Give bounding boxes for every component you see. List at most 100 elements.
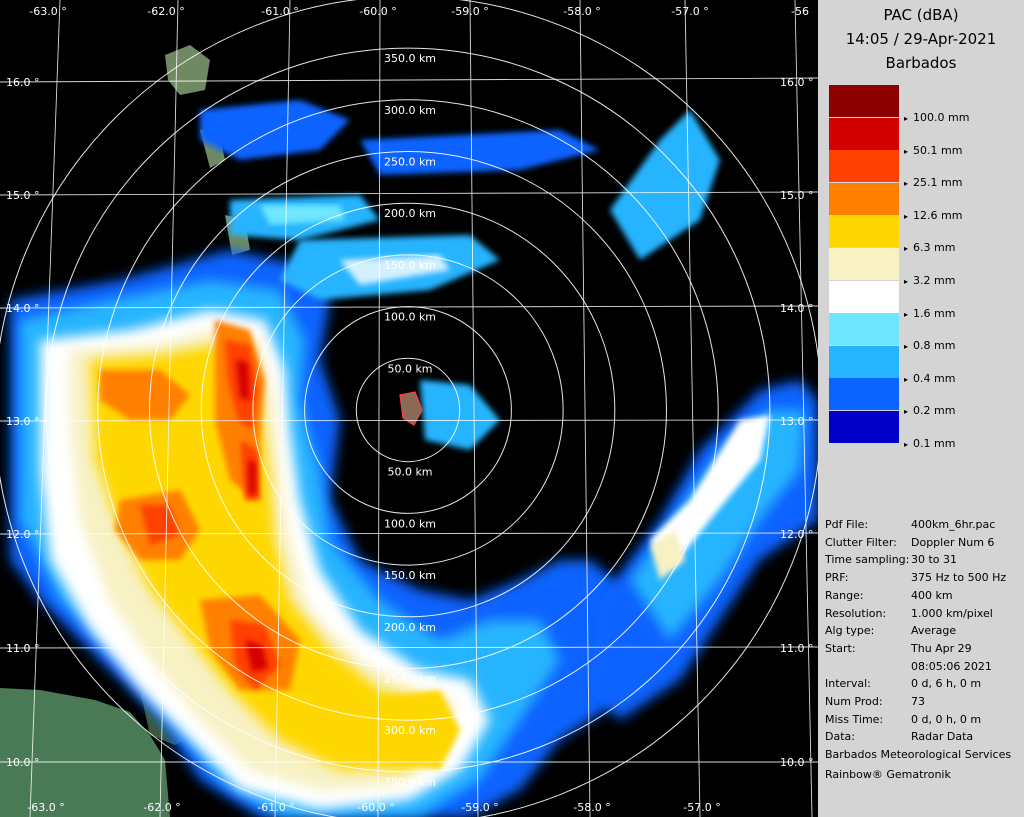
latlon-grid: [0, 0, 818, 817]
meridian-58: [579, 0, 591, 817]
meridian-60: [377, 0, 381, 817]
meridian-63: [29, 0, 61, 817]
range-ring: [252, 254, 564, 566]
legend-label: 100.0 mm: [904, 111, 969, 124]
info-row: Interval: 0 d, 6 h, 0 m: [825, 677, 981, 690]
range-label-north: 50.0 km: [387, 362, 432, 375]
lon-label-top: -56: [791, 5, 809, 18]
lat-label-left: 10.0 °: [6, 756, 40, 769]
range-label-north: 150.0 km: [384, 259, 436, 272]
legend-label: 3.2 mm: [904, 274, 955, 287]
lon-label-top: -62.0 °: [147, 5, 184, 18]
range-ring: [304, 306, 512, 514]
lon-label-top: -61.0 °: [261, 5, 298, 18]
info-value: Doppler Num 6: [911, 535, 995, 549]
legend-swatch: [829, 215, 899, 248]
meridian-57: [684, 0, 701, 817]
info-value: 400 km: [911, 588, 953, 602]
range-label-north: 100.0 km: [384, 311, 436, 324]
lat-label-left: 13.0 °: [6, 415, 40, 428]
legend-swatch: [829, 85, 899, 117]
info-row: Pdf File: 400km_6hr.pac: [825, 518, 995, 531]
info-key: Num Prod:: [825, 695, 883, 708]
info-value: 30 to 31: [911, 553, 958, 567]
range-label-north: 300.0 km: [384, 104, 436, 117]
info-key: PRF:: [825, 571, 849, 585]
info-value: 08:05:06 2021: [911, 659, 992, 673]
info-row: Num Prod: 73: [825, 695, 925, 708]
legend-swatch: [829, 280, 899, 313]
radar-map-canvas: -63.0 ° -62.0 ° -61.0 ° -60.0 ° -59.0 ° -58.0…: [0, 0, 818, 817]
echo-ne: [610, 110, 720, 260]
info-row: Range: 400 km: [825, 589, 953, 602]
info-row: Resolution: 1.000 km/pixel: [825, 607, 993, 620]
range-label-north: 350.0 km: [384, 52, 436, 65]
range-label-south: 350.0 km: [384, 776, 436, 789]
legend-label: 0.4 mm: [904, 372, 955, 385]
info-key: Alg type:: [825, 624, 875, 638]
lat-label-right: 10.0 °: [780, 756, 814, 769]
lat-label-right: 16.0 °: [780, 76, 814, 89]
legend-swatch: [829, 313, 899, 346]
lat-label-right: 12.0 °: [780, 528, 814, 541]
legend-label: 50.1 mm: [904, 144, 962, 157]
echo-band-n3: [260, 205, 345, 225]
echo-east-white: [650, 415, 770, 570]
legend-swatch: [829, 248, 899, 280]
site-name: Barbados: [885, 54, 957, 72]
info-row: Clutter Filter: Doppler Num 6: [825, 536, 994, 549]
lon-label-bottom: -57.0 °: [683, 801, 720, 814]
info-row: 08:05:06 2021: [825, 660, 992, 673]
info-value: 73: [911, 695, 925, 708]
info-value: Thu Apr 29: [911, 641, 972, 655]
range-label-south: 50.0 km: [387, 466, 432, 479]
parallel-15: [0, 191, 818, 196]
lat-label-left: 11.0 °: [6, 642, 40, 655]
legend-label: 0.1 mm: [904, 437, 955, 450]
meridian-61: [274, 0, 291, 817]
lon-label-bottom: -63.0 °: [27, 801, 64, 814]
organization: Barbados Meteorological Services: [825, 748, 1012, 761]
lat-label-left: 15.0 °: [6, 189, 40, 202]
echo-yellow-sw: [90, 345, 445, 770]
lon-label-top: -60.0 °: [359, 5, 396, 18]
parallel-16: [0, 77, 818, 83]
range-label-south: 150.0 km: [384, 569, 436, 582]
lon-label-top: -59.0 °: [451, 5, 488, 18]
lon-label-bottom: -59.0 °: [461, 801, 498, 814]
range-rings: [0, 0, 818, 817]
range-ring: [355, 357, 461, 463]
range-ring: [97, 99, 719, 721]
legend-label: 0.8 mm: [904, 339, 955, 352]
legend-label: 25.1 mm: [904, 176, 962, 189]
echo-yellow-s: [370, 690, 460, 770]
range-ring: [149, 151, 667, 669]
venezuela-coast: [0, 688, 170, 817]
barbados-island: [399, 391, 423, 426]
product-title: PAC (dBA): [883, 6, 959, 24]
info-value: 400km_6hr.pac: [911, 518, 996, 531]
product-datetime: 14:05 / 29-Apr-2021: [845, 30, 997, 48]
info-row: Time sampling: 30 to 31: [825, 553, 957, 566]
info-key: Miss Time:: [825, 712, 884, 726]
lon-label-bottom: -61.0 °: [257, 801, 294, 814]
legend-swatch: [829, 345, 899, 378]
range-ring: [200, 202, 616, 618]
info-key: Time sampling:: [825, 553, 910, 567]
info-row: Data: Radar Data: [825, 730, 973, 743]
meridian-59: [469, 0, 479, 817]
vendor: Rainbow® Gematronik: [825, 768, 951, 781]
echo-east-cream: [650, 530, 685, 580]
radar-map: -63.0 ° -62.0 ° -61.0 ° -60.0 ° -59.0 ° -58.0…: [0, 0, 818, 817]
legend-label: 0.2 mm: [904, 404, 955, 417]
lat-label-right: 13.0 °: [780, 415, 814, 428]
parallel-13: [0, 419, 818, 422]
info-key: Data:: [825, 730, 855, 744]
meridian-62: [159, 0, 179, 817]
info-key: Resolution:: [825, 606, 887, 620]
range-label-south: 100.0 km: [384, 517, 436, 530]
info-value: 1.000 km/pixel: [911, 606, 993, 620]
echo-east-cyan: [630, 410, 805, 640]
legend-swatch: [829, 182, 899, 215]
